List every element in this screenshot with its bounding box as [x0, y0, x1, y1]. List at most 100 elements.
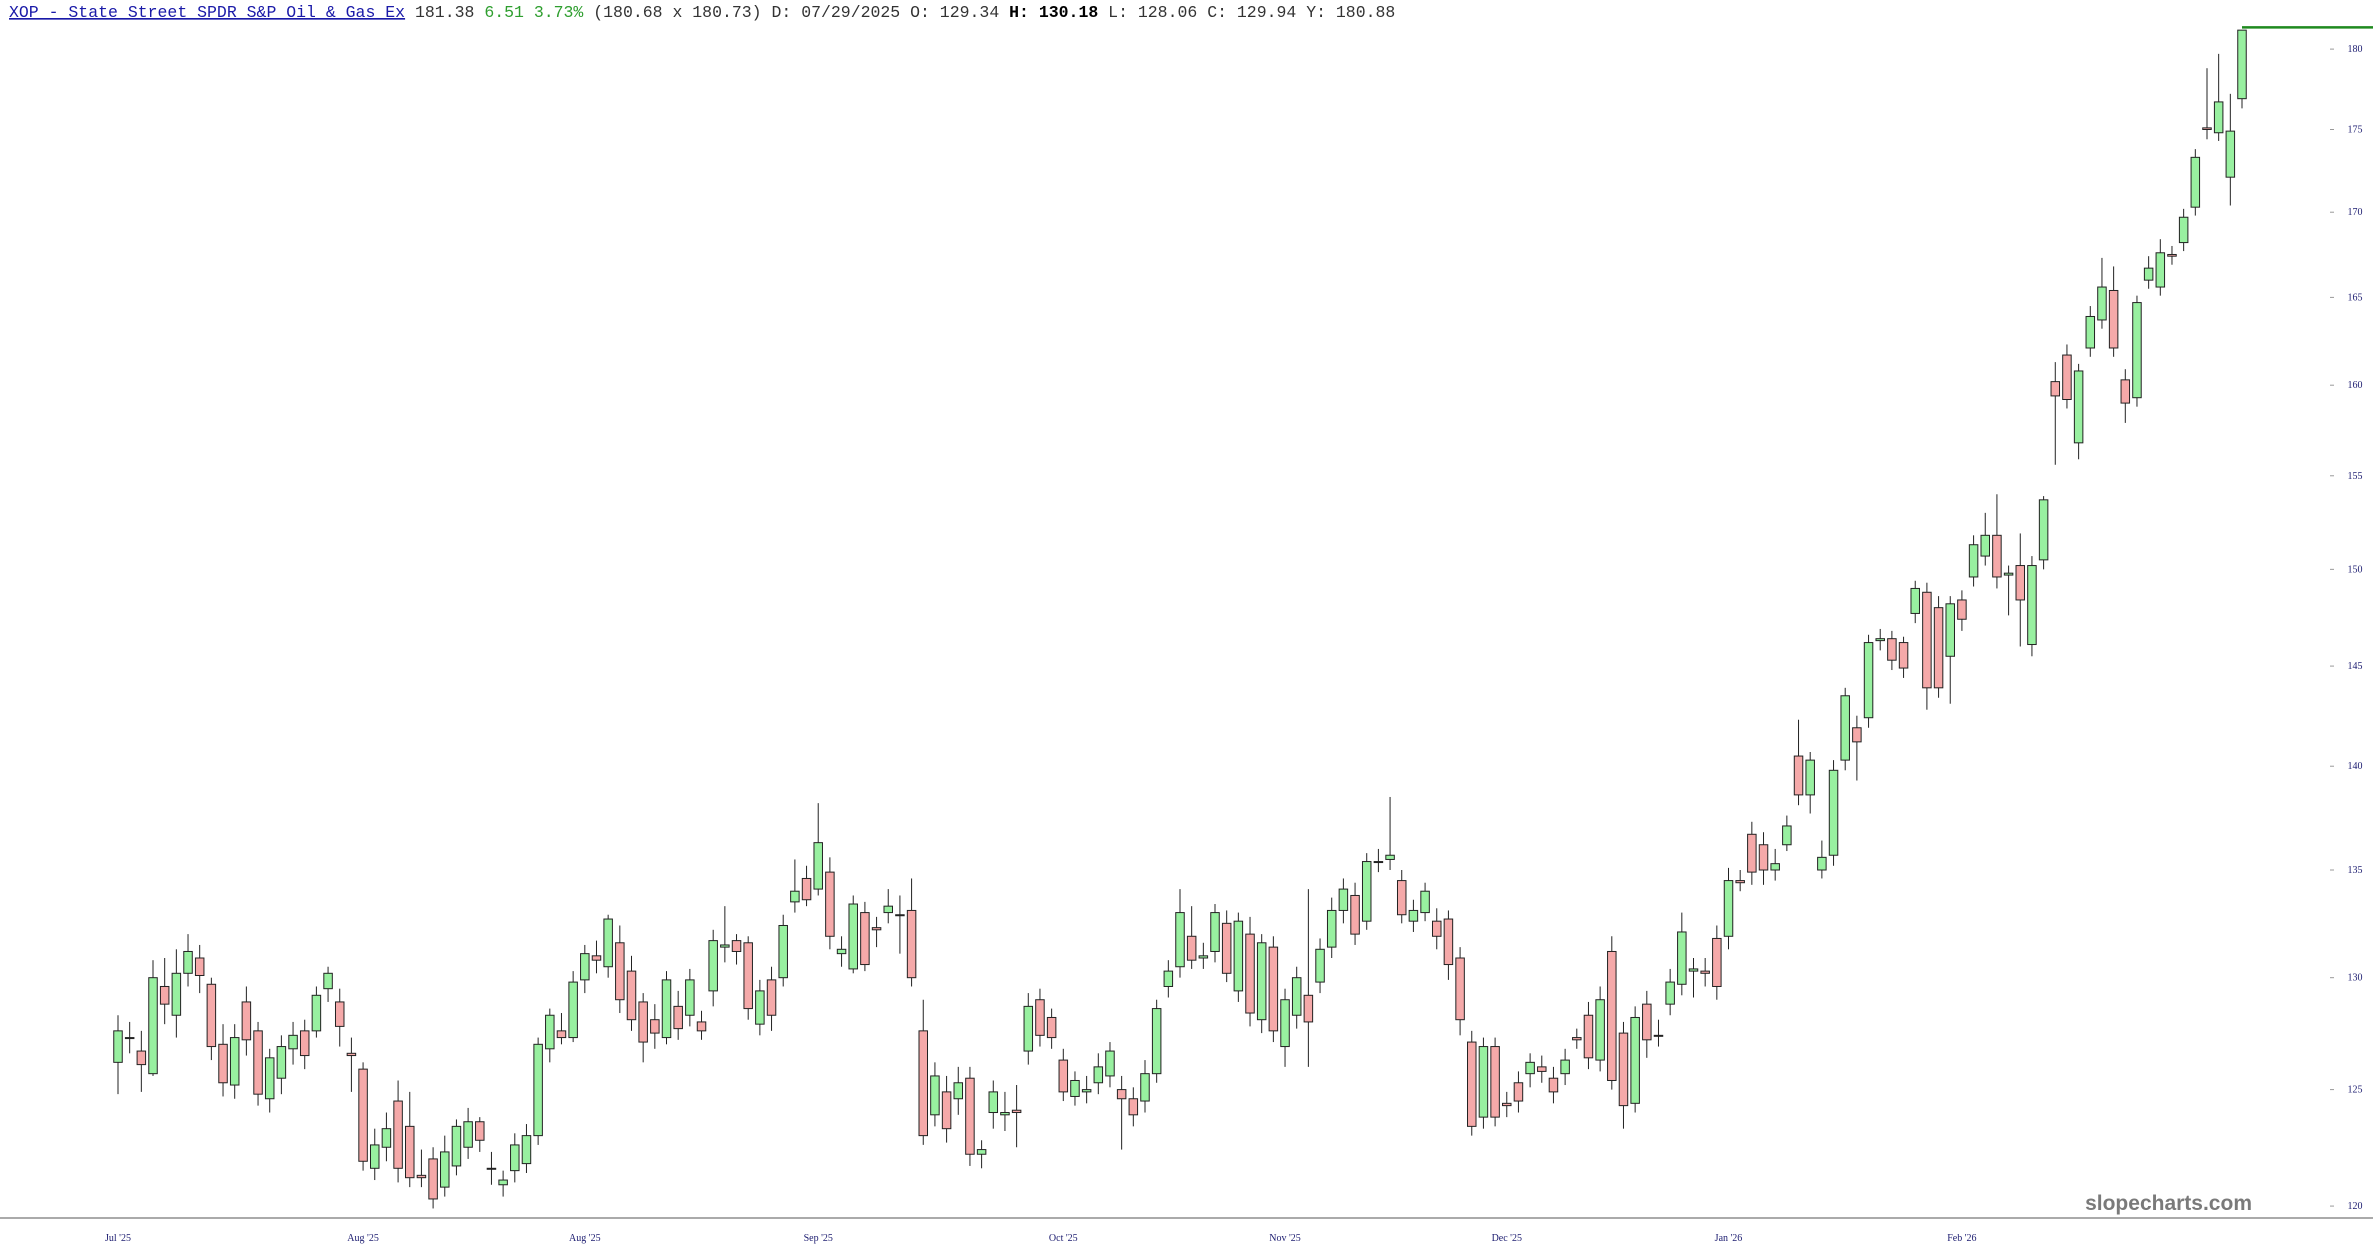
- candle-body: [591, 955, 602, 961]
- candle-body: [475, 1121, 485, 1141]
- candle-body: [1957, 599, 1967, 620]
- x-tick-label: Nov '25: [1269, 1233, 1301, 1244]
- high: H: 130.18: [1009, 3, 1098, 22]
- candle-body: [825, 871, 835, 937]
- header: XOP - State Street SPDR S&P Oil & Gas Ex…: [9, 3, 1395, 22]
- candle-body: [1537, 1066, 1547, 1072]
- candle-body: [988, 1091, 999, 1114]
- candle-body: [1245, 933, 1255, 1014]
- candle-body: [136, 1050, 147, 1066]
- candle-body: [1210, 912, 1220, 952]
- candle-body: [1280, 999, 1290, 1048]
- candle-body: [1198, 955, 1209, 959]
- candle-body: [1233, 920, 1244, 992]
- candle-body: [2038, 499, 2049, 561]
- candle-body: [580, 953, 590, 981]
- candle-body: [1268, 946, 1279, 1032]
- candle-body: [1758, 844, 1769, 871]
- candle-body: [1572, 1037, 1582, 1041]
- candle-body: [1291, 977, 1302, 1016]
- candle-body: [2097, 286, 2107, 321]
- y-tick-label: 160: [2348, 380, 2363, 391]
- x-tick-label: Jan '26: [1715, 1233, 1743, 1244]
- candle-body: [1163, 970, 1174, 987]
- candle-body: [276, 1046, 287, 1079]
- y-tick-label: 155: [2348, 471, 2363, 482]
- candle-body: [2027, 565, 2037, 646]
- candle-body: [206, 983, 217, 1048]
- candle-body: [2073, 370, 2084, 444]
- watermark: slopecharts.com: [2085, 1192, 2252, 1215]
- candle-body: [1782, 825, 1792, 846]
- candle-body: [1338, 888, 1349, 911]
- candle-body: [1467, 1041, 1477, 1127]
- ohlc-rest: L: 128.06 C: 129.94 Y: 180.88: [1108, 3, 1395, 22]
- candle-body: [1770, 863, 1780, 871]
- candle-body: [1070, 1079, 1080, 1097]
- candle-body: [708, 940, 718, 992]
- candle-body: [1420, 890, 1430, 914]
- symbol-link[interactable]: XOP - State Street SPDR S&P Oil & Gas Ex: [9, 3, 405, 22]
- x-tick-label: Feb '26: [1947, 1233, 1976, 1244]
- candle-body: [381, 1128, 392, 1148]
- candle-body: [1221, 922, 1232, 974]
- candle-body: [253, 1030, 263, 1095]
- change: 6.51: [484, 3, 524, 22]
- bid-ask: (180.68 x 180.73): [593, 3, 761, 22]
- candle-body: [1630, 1016, 1640, 1104]
- candle-body: [124, 1037, 135, 1040]
- candle-body: [813, 842, 823, 890]
- candle-body: [346, 1052, 357, 1057]
- x-tick-label: Oct '25: [1049, 1233, 1078, 1244]
- candle-body: [1478, 1046, 1489, 1118]
- candle-body: [2132, 302, 2142, 399]
- x-tick-label: Sep '25: [804, 1233, 833, 1244]
- candle-body: [2015, 565, 2026, 601]
- candle-body: [2155, 252, 2166, 288]
- candle-body: [1396, 880, 1407, 916]
- candle-body: [1315, 948, 1325, 983]
- candle-body: [1992, 534, 2002, 578]
- y-tick-label: 180: [2348, 44, 2363, 55]
- candle-body: [1747, 833, 1757, 873]
- candle-body: [1385, 854, 1395, 860]
- candle-body: [1455, 957, 1465, 1021]
- candle-body: [1852, 727, 1862, 743]
- candle-body: [556, 1030, 567, 1039]
- candle-body: [1653, 1034, 1664, 1037]
- candle-body: [264, 1057, 275, 1100]
- candle-body: [521, 1135, 532, 1165]
- candle-body: [1151, 1008, 1162, 1075]
- candle-body: [2120, 379, 2131, 404]
- candle-body: [1058, 1059, 1069, 1093]
- candle-body: [778, 924, 788, 979]
- candle-body: [720, 944, 730, 948]
- candle-body: [860, 912, 870, 966]
- candle-body: [1443, 918, 1454, 966]
- candle-body: [626, 970, 637, 1021]
- candle-body: [1607, 950, 1617, 1081]
- candle-body: [428, 1158, 438, 1200]
- candle-body: [1140, 1073, 1150, 1102]
- candle-body: [1350, 894, 1360, 935]
- candle-body: [2085, 315, 2096, 349]
- y-tick-label: 120: [2348, 1201, 2363, 1212]
- candle-body: [486, 1167, 497, 1170]
- candle-body: [1373, 861, 1384, 864]
- candle-body: [661, 979, 672, 1039]
- candle-body: [731, 940, 742, 952]
- y-tick-label: 165: [2348, 292, 2363, 303]
- candle-body: [323, 972, 333, 990]
- change-pct: 3.73%: [534, 3, 584, 22]
- candle-body: [2178, 216, 2189, 244]
- candle-body: [836, 948, 847, 955]
- candle-body: [1081, 1089, 1092, 1093]
- candle-body: [358, 1068, 368, 1162]
- candle-body: [2062, 354, 2072, 400]
- candle-body: [673, 1005, 683, 1030]
- candle-body: [1735, 880, 1745, 884]
- candle-body: [1863, 642, 1874, 719]
